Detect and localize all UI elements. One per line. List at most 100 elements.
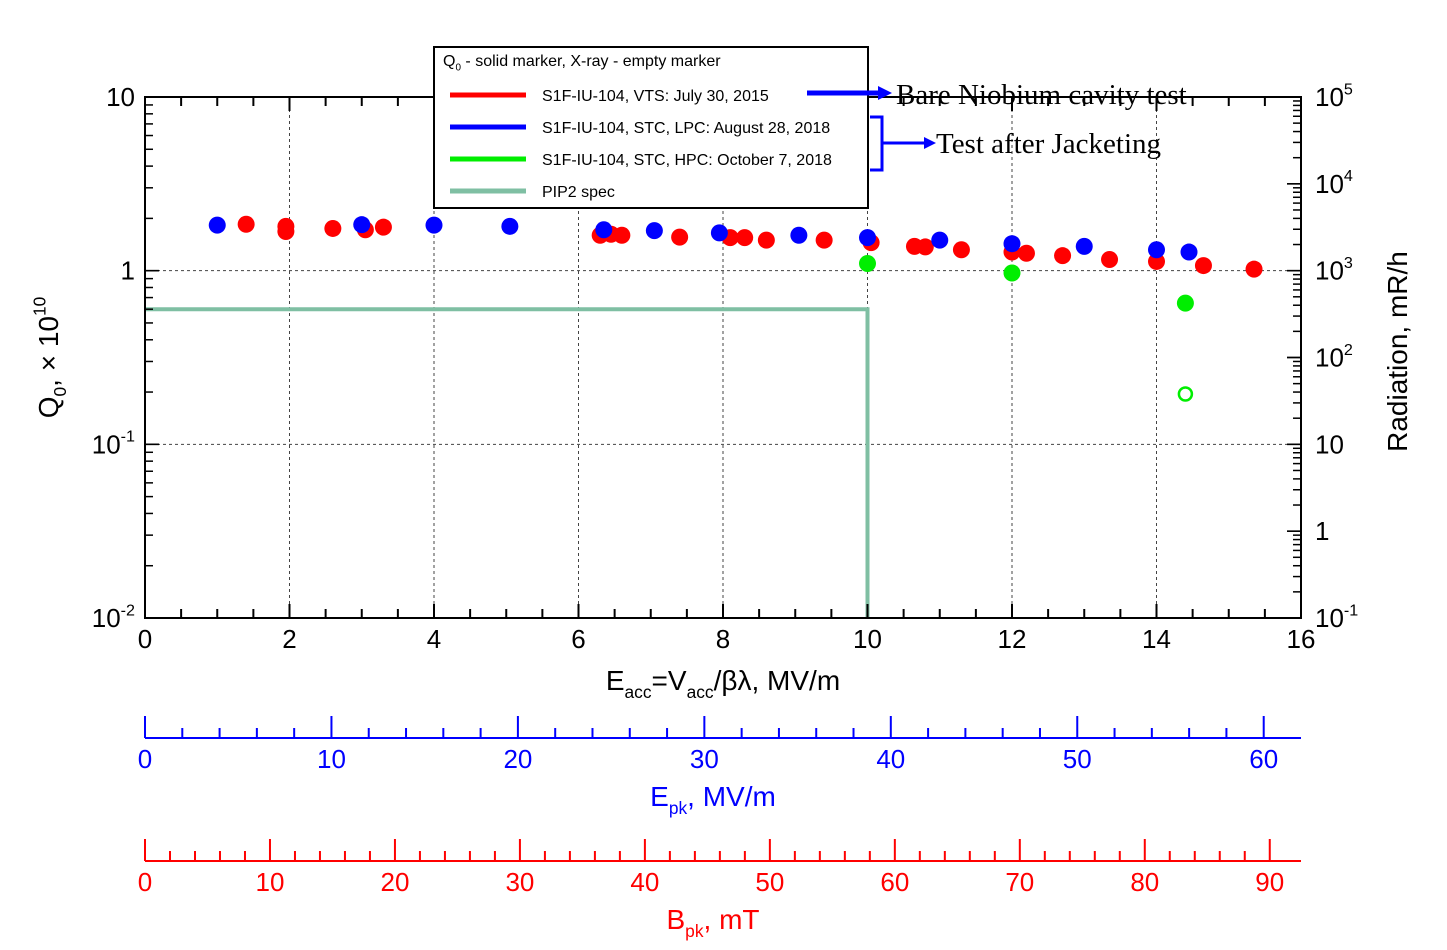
secondary-tick-label: 90	[1255, 867, 1284, 897]
y-right-tick-label-part: 10	[1315, 82, 1344, 112]
x-axis-label-part: E	[606, 665, 625, 696]
y-left-tick-label: 10	[106, 82, 135, 112]
secondary-axis-label-part: pk	[669, 798, 688, 818]
y-right-tick-label-part: 10	[1315, 256, 1344, 286]
y-left-axis-label-part: , × 10	[33, 316, 64, 387]
secondary-axis-label: Epk, MV/m	[650, 781, 776, 818]
jacketing-annotation-part: Test after Jacketing	[936, 128, 1161, 160]
secondary-tick-label-part: 20	[503, 744, 532, 774]
secondary-tick-label: 10	[256, 867, 285, 897]
y-right-tick-label: 105	[1315, 80, 1353, 112]
data-point-series-0	[613, 226, 631, 244]
secondary-tick-label-part: 60	[880, 867, 909, 897]
data-point-series-1	[790, 226, 808, 244]
data-point-series-1	[353, 216, 371, 234]
data-point-series-1	[859, 229, 876, 247]
data-point-series-0	[815, 231, 833, 249]
y-left-axis-label: Q0, × 1010	[29, 297, 69, 419]
y-left-tick-label: 10-1	[92, 428, 135, 460]
jacket-arrow-head	[924, 137, 936, 149]
y-right-tick-label-part: 10	[1315, 343, 1344, 373]
axis-labels: 0 2 4 6 8 10 12 14 1610-210-111010-1110102103104…	[29, 80, 1413, 702]
secondary-tick-label: 50	[755, 867, 784, 897]
secondary-tick-label-part: 70	[1005, 867, 1034, 897]
y-left-tick-label-part: 1	[121, 256, 135, 286]
y-right-tick-label-part: 10	[1315, 169, 1344, 199]
data-point-series-0	[1017, 244, 1035, 262]
y-right-tick-label-part: 3	[1344, 254, 1353, 272]
secondary-tick-label-part: 90	[1255, 867, 1284, 897]
secondary-axis-label-part: E	[650, 781, 669, 812]
x-tick-label: 16	[1287, 624, 1316, 654]
jacket-bracket	[870, 115, 884, 172]
data-point-series-0	[1194, 257, 1212, 275]
legend-header-part: 0	[455, 62, 461, 73]
secondary-tick-label-part: 0	[138, 744, 152, 774]
legend-label: PIP2 spec	[542, 184, 615, 201]
legend-label-part: S1F-IU-104, STC, HPC: October 7, 2018	[542, 152, 832, 169]
data-point-series-0	[1054, 247, 1072, 265]
annotations: Bare Niobium cavity test Test after Jacke…	[807, 79, 1187, 172]
secondary-tick-label: 60	[880, 867, 909, 897]
secondary-tick-label-part: 20	[380, 867, 409, 897]
y-left-tick-label: 10-2	[92, 601, 135, 633]
secondary-tick-label: 0	[138, 867, 152, 897]
data-point-series-1	[1003, 235, 1021, 253]
secondary-axis-label-part: B	[666, 904, 685, 935]
secondary-tick-label-part: 10	[317, 744, 346, 774]
jacketing-annotation: Test after Jacketing	[936, 128, 1161, 160]
bare-niobium-annotation-part: Bare Niobium cavity test	[896, 79, 1187, 111]
data-point-series-0	[1245, 260, 1263, 278]
secondary-tick-label-part: 0	[138, 867, 152, 897]
x-axis-label-part: acc	[687, 682, 714, 702]
y-left-tick-label-part: -1	[121, 428, 135, 446]
y-right-tick-label: 103	[1315, 254, 1353, 286]
data-point-series-1	[710, 224, 728, 242]
x-tick-label: 10	[853, 624, 882, 654]
data-point-series-0	[237, 215, 255, 233]
secondary-tick-label-part: 30	[505, 867, 534, 897]
data-point-series-0	[671, 228, 689, 246]
legend-label: S1F-IU-104, STC, HPC: October 7, 2018	[542, 152, 832, 169]
x-tick-label-part: 6	[571, 624, 585, 654]
xray-point	[1177, 386, 1194, 402]
legend-label-part: PIP2 spec	[542, 184, 615, 201]
secondary-tick-label-part: 40	[630, 867, 659, 897]
y-right-axis-label-part: Radiation, mR/h	[1382, 251, 1413, 452]
pip2-spec-polyline	[145, 307, 870, 618]
y-right-tick-label-part: 5	[1344, 80, 1353, 98]
secondary-tick-label: 20	[503, 744, 532, 774]
x-axis-label: Eacc=Vacc/βλ, MV/m	[606, 665, 840, 702]
legend: Q0 - solid marker, X-ray - empty marker S…	[433, 46, 869, 209]
legend-label-part: S1F-IU-104, STC, LPC: August 28, 2018	[542, 120, 830, 137]
data-point-series-0	[324, 219, 342, 237]
x-tick-label-part: 2	[282, 624, 296, 654]
secondary-tick-label-part: 10	[256, 867, 285, 897]
secondary-axis-label-part: , MV/m	[687, 781, 776, 812]
secondary-tick-label-part: 30	[690, 744, 719, 774]
pip2-spec-line	[145, 307, 870, 618]
secondary-tick-label-part: 50	[755, 867, 784, 897]
secondary-tick-label: 40	[876, 744, 905, 774]
secondary-axis-label-part: , mT	[704, 904, 760, 935]
y-right-tick-label-part: 10	[1315, 429, 1344, 459]
y-right-tick-label: 104	[1315, 167, 1353, 199]
x-tick-label-part: 4	[427, 624, 441, 654]
y-left-tick-label-part: 10	[106, 82, 135, 112]
data-point-series-1	[595, 221, 613, 239]
y-right-axis-label: Radiation, mR/h	[1382, 251, 1413, 452]
data-point-series-0	[736, 229, 754, 247]
y-left-tick-label-part: -2	[121, 601, 135, 619]
x-tick-label: 8	[716, 624, 730, 654]
legend-header: Q0 - solid marker, X-ray - empty marker	[443, 53, 721, 73]
secondary-tick-label: 70	[1005, 867, 1034, 897]
x-tick-label: 14	[1142, 624, 1171, 654]
x-tick-label: 2	[282, 624, 296, 654]
x-tick-label: 12	[998, 624, 1027, 654]
data-point-series-1	[1180, 243, 1198, 261]
secondary-tick-label: 50	[1063, 744, 1092, 774]
x-tick-label-part: 10	[853, 624, 882, 654]
secondary-tick-label: 20	[380, 867, 409, 897]
